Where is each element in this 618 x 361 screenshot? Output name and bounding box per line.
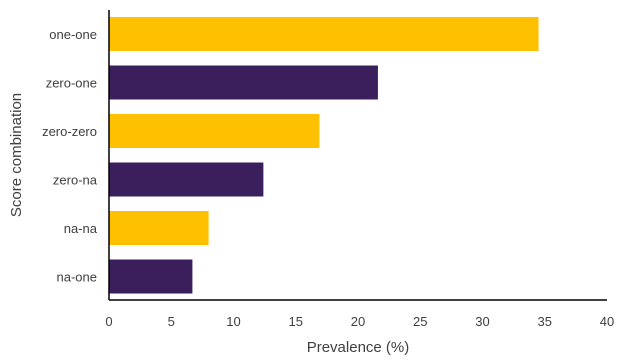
x-tick-label: 30 — [475, 314, 489, 329]
bar-na-na — [109, 211, 209, 245]
bar-one-one — [109, 17, 539, 51]
bar-zero-one — [109, 65, 378, 100]
category-label: one-one — [49, 27, 97, 42]
x-tick-label: 20 — [351, 314, 365, 329]
x-tick-label: 35 — [538, 314, 552, 329]
x-tick-label: 5 — [168, 314, 175, 329]
bar-na-one — [109, 259, 193, 294]
y-axis-title: Score combination — [8, 93, 25, 217]
category-label: na-one — [57, 270, 97, 285]
category-labels: one-one zero-one zero-zero zero-na na-na na-o… — [42, 27, 98, 285]
bar-zero-zero — [109, 114, 320, 148]
x-tick-label: 10 — [226, 314, 240, 329]
x-tick-label: 40 — [600, 314, 614, 329]
bars-group — [109, 17, 539, 294]
x-tick-label: 15 — [289, 314, 303, 329]
category-label: na-na — [64, 221, 98, 236]
x-tick-labels: 0 5 10 15 20 25 30 35 40 — [105, 314, 614, 329]
category-label: zero-one — [46, 76, 97, 91]
x-tick-label: 0 — [105, 314, 112, 329]
category-label: zero-na — [53, 173, 98, 188]
x-tick-label: 25 — [413, 314, 427, 329]
category-label: zero-zero — [42, 124, 97, 139]
bar-zero-na — [109, 162, 264, 197]
x-axis-title: Prevalence (%) — [307, 339, 410, 356]
